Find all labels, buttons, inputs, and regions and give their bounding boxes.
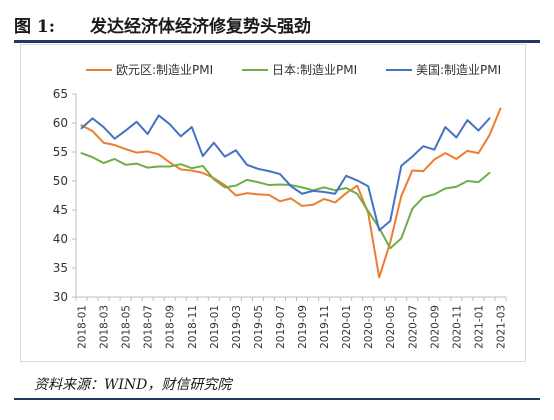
x-tick-label: 2018-09 xyxy=(165,305,177,349)
series-group xyxy=(80,107,502,279)
x-tick-label: 2020-07 xyxy=(407,305,419,349)
legend-label-japan: 日本:制造业PMI xyxy=(272,63,357,77)
y-tick-label: 35 xyxy=(53,261,68,275)
x-tick-label: 2019-03 xyxy=(231,305,243,349)
y-tick-label: 65 xyxy=(53,87,68,101)
x-tick-label: 2018-01 xyxy=(77,305,89,349)
x-tick-label: 2020-03 xyxy=(363,305,375,349)
x-tick-label: 2018-05 xyxy=(121,305,133,349)
x-tick-label: 2018-03 xyxy=(99,305,111,349)
x-tick-label: 2020-09 xyxy=(429,305,441,349)
x-tick-label: 2019-09 xyxy=(297,305,309,349)
chart-border xyxy=(20,44,526,362)
figure-header: 图 1: 发达经济体经济修复势头强劲 xyxy=(14,6,540,43)
series-line-japan xyxy=(80,152,491,250)
source-note: 资料来源：WIND，财信研究院 xyxy=(34,377,232,393)
chart-frame: 欧元区:制造业PMI 日本:制造业PMI 美国:制造业PMI 30 35 40 45 50 5… xyxy=(20,44,526,362)
figure-footer: 资料来源：WIND，财信研究院 xyxy=(14,368,540,400)
axes: 30 35 40 45 50 55 60 65 2018-01 2018-03 2018-05 201… xyxy=(53,87,508,349)
x-tick-label: 2019-01 xyxy=(209,305,221,349)
x-tick-label: 2019-05 xyxy=(253,305,265,349)
x-tick-label: 2019-07 xyxy=(275,305,287,349)
series-line-us xyxy=(80,114,491,232)
x-tick-label: 2020-11 xyxy=(451,305,463,349)
x-tick-label: 2020-05 xyxy=(385,305,397,349)
legend: 欧元区:制造业PMI 日本:制造业PMI 美国:制造业PMI xyxy=(86,63,501,77)
series-line-eurozone xyxy=(80,107,502,279)
x-tick-label: 2021-01 xyxy=(473,305,485,349)
legend-label-us: 美国:制造业PMI xyxy=(416,63,501,77)
pmi-line-chart: 欧元区:制造业PMI 日本:制造业PMI 美国:制造业PMI 30 35 40 45 50 5… xyxy=(20,44,526,362)
y-tick-label: 30 xyxy=(53,290,68,304)
figure-title: 发达经济体经济修复势头强劲 xyxy=(90,17,311,37)
y-tick-label: 50 xyxy=(53,174,68,188)
y-tick-label: 45 xyxy=(53,203,68,217)
x-tick-label: 2018-07 xyxy=(143,305,155,349)
x-tick-label: 2021-03 xyxy=(495,305,507,349)
y-tick-label: 60 xyxy=(53,116,68,130)
y-tick-label: 40 xyxy=(53,232,68,246)
figure-label: 图 1: xyxy=(14,17,56,37)
y-tick-label: 55 xyxy=(53,145,68,159)
x-tick-label: 2019-11 xyxy=(319,305,331,349)
x-tick-label: 2020-01 xyxy=(341,305,353,349)
x-tick-label: 2018-11 xyxy=(187,305,199,349)
legend-label-eurozone: 欧元区:制造业PMI xyxy=(116,63,213,77)
